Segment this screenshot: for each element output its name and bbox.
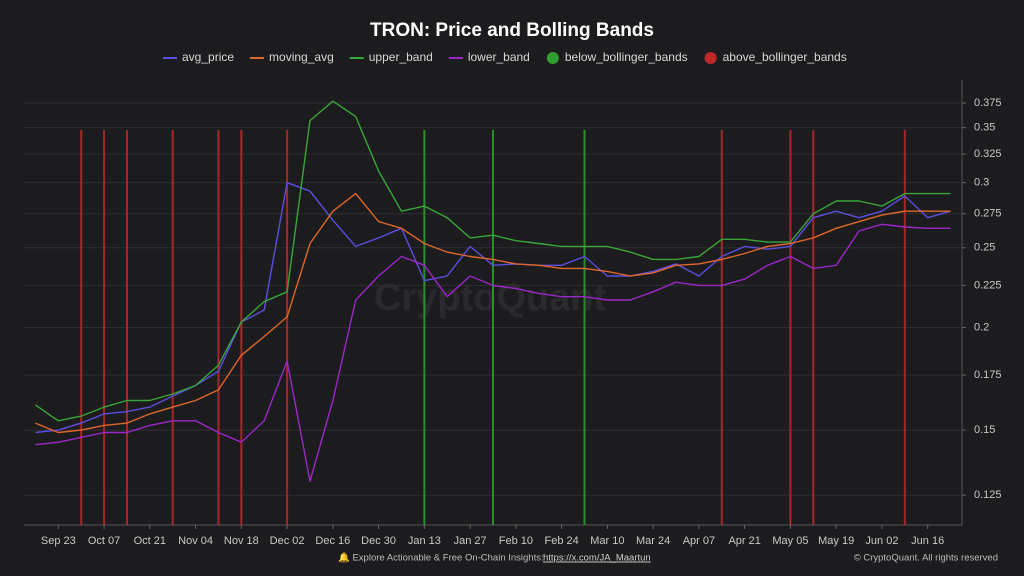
- y-tick-label: 0.2: [974, 321, 989, 333]
- y-tick-label: 0.125: [974, 489, 1002, 501]
- legend-label: avg_price: [182, 50, 234, 64]
- signal-bar: [103, 130, 106, 525]
- x-tick-label: Oct 21: [134, 535, 166, 547]
- x-tick-label: Feb 10: [499, 535, 533, 547]
- footer-text: 🔔 Explore Actionable & Free On-Chain Ins…: [338, 552, 544, 564]
- x-tick-label: Dec 02: [270, 535, 305, 547]
- x-tick-label: Mar 10: [590, 535, 624, 547]
- chart-title: TRON: Price and Bolling Bands: [370, 20, 654, 41]
- x-tick-label: Feb 24: [545, 535, 579, 547]
- x-tick-label: Oct 07: [88, 535, 120, 547]
- signal-bar: [903, 130, 906, 525]
- signal-bar: [240, 130, 243, 525]
- y-tick-label: 0.275: [974, 208, 1002, 220]
- footer-link[interactable]: https://x.com/JA_Maartun: [543, 553, 651, 564]
- x-tick-label: Jan 27: [454, 535, 487, 547]
- x-tick-label: May 19: [818, 535, 854, 547]
- line-moving-avg: [35, 192, 951, 434]
- watermark: CryptoQuant: [374, 277, 607, 319]
- signal-bar: [171, 130, 174, 525]
- y-tick-label: 0.25: [974, 242, 995, 254]
- x-tick-label: Dec 16: [315, 535, 350, 547]
- signal-bar: [80, 130, 83, 525]
- signal-bar: [286, 130, 289, 525]
- legend-label: lower_band: [468, 50, 530, 64]
- legend: avg_price moving_avg upper_band lower_band b…: [163, 50, 847, 64]
- x-tick-label: Apr 07: [683, 535, 715, 547]
- line-upper-band: [35, 100, 951, 422]
- signal-bar: [217, 130, 220, 525]
- y-tick-label: 0.35: [974, 122, 995, 134]
- legend-label: below_bollinger_bands: [565, 50, 688, 64]
- legend-swatch: [546, 52, 559, 64]
- signal-bar: [423, 130, 426, 525]
- y-tick-label: 0.325: [974, 148, 1002, 160]
- y-tick-label: 0.375: [974, 97, 1002, 109]
- y-tick-label: 0.225: [974, 279, 1002, 291]
- signal-bar: [492, 130, 494, 525]
- x-tick-label: Sep 23: [41, 535, 76, 547]
- y-tick-label: 0.175: [974, 369, 1002, 381]
- x-tick-label: Apr 21: [728, 535, 760, 547]
- x-tick-label: Dec 30: [361, 535, 396, 547]
- x-tick-label: Mar 24: [636, 535, 670, 547]
- signal-bar: [125, 130, 128, 525]
- legend-label: moving_avg: [269, 50, 334, 64]
- signal-bar: [812, 130, 815, 525]
- line-lower-band: [35, 223, 951, 482]
- x-tick-label: Jun 16: [911, 535, 944, 547]
- legend-label: upper_band: [369, 50, 433, 64]
- legend-label: above_bollinger_bands: [723, 50, 847, 64]
- x-tick-label: Jan 13: [408, 535, 441, 547]
- signal-bar: [583, 130, 586, 525]
- y-tick-label: 0.3: [974, 177, 989, 189]
- x-tick-label: Jun 02: [865, 535, 898, 547]
- signal-bar: [789, 130, 792, 525]
- legend-swatch: [704, 52, 717, 64]
- x-tick-label: May 05: [772, 535, 808, 547]
- x-tick-label: Nov 04: [178, 535, 213, 547]
- signal-bar: [720, 130, 723, 525]
- footer-credit: © CryptoQuant. All rights reserved: [854, 553, 998, 564]
- y-tick-label: 0.15: [974, 424, 995, 436]
- x-tick-label: Nov 18: [224, 535, 259, 547]
